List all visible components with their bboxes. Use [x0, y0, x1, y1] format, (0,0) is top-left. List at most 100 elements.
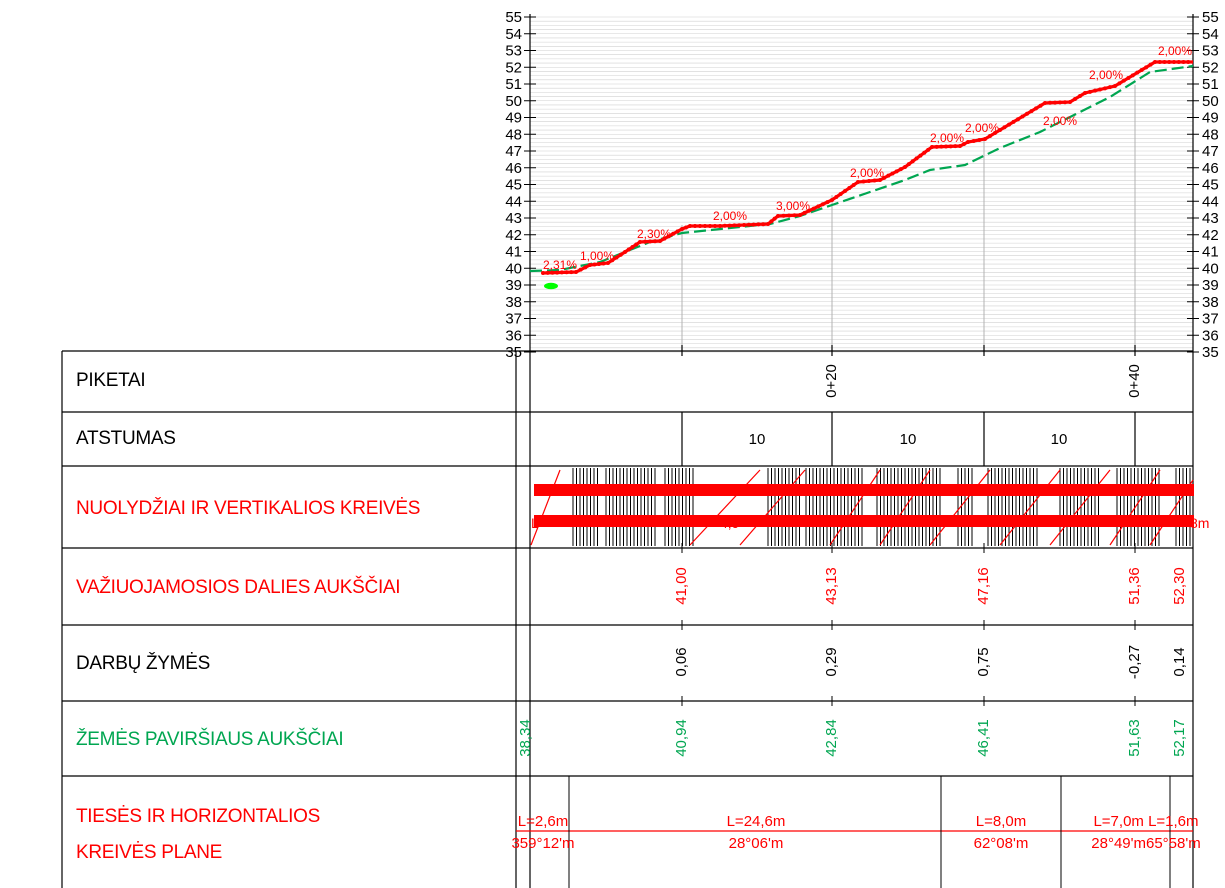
plan-angle-2: 28°06'm	[729, 835, 784, 852]
grade-curve-line	[879, 469, 931, 546]
design-point	[998, 128, 1002, 132]
design-point	[944, 144, 948, 149]
ground-elev-5: 51,63	[1126, 719, 1143, 757]
design-point	[856, 180, 860, 184]
grade-curve-line	[739, 469, 806, 546]
design-point	[1025, 111, 1029, 116]
design-point	[703, 224, 707, 228]
design-point	[737, 223, 742, 228]
row-label-atstumas: ATSTUMAS	[76, 428, 176, 449]
design-point	[732, 223, 737, 228]
design-point	[1038, 103, 1043, 108]
design-point	[610, 258, 615, 263]
left-tick-label: 41	[505, 244, 522, 261]
slope-label: 2,30%	[637, 227, 671, 241]
row-label-nuolydziai: NUOLYDŽIAI IR VERTIKALIOS KREIVĖS	[76, 498, 421, 519]
distance-dividers	[681, 412, 1136, 466]
design-point	[930, 145, 934, 149]
work-mark-2: 0,29	[823, 647, 840, 676]
slope-label: 2,00%	[965, 121, 999, 135]
design-point	[886, 173, 891, 178]
design-point	[1126, 76, 1131, 80]
right-tick-label: 39	[1202, 277, 1219, 294]
design-point	[1148, 62, 1153, 67]
left-tick-label: 36	[505, 327, 522, 344]
design-point	[922, 150, 927, 155]
work-mark-5: 0,14	[1171, 647, 1188, 676]
design-point	[834, 195, 839, 199]
design-elev-2: 43,13	[823, 567, 840, 605]
design-point	[867, 179, 871, 183]
design-elev-5: 52,30	[1171, 567, 1188, 605]
design-point	[988, 134, 992, 138]
design-point	[1002, 125, 1007, 130]
plan-angle-1: 359°12'm	[511, 835, 574, 852]
design-point	[1068, 100, 1072, 104]
slope-label: 2,00%	[930, 131, 964, 145]
right-tick-label: 48	[1202, 126, 1219, 143]
design-point	[914, 156, 919, 161]
ground-elev-2: 40,94	[673, 719, 690, 757]
design-point	[756, 222, 761, 227]
design-point	[918, 153, 923, 158]
work-mark-1: 0,06	[673, 647, 690, 676]
design-point	[1098, 87, 1102, 92]
station-ticks	[681, 345, 1136, 356]
design-point	[722, 223, 727, 228]
design-point	[727, 223, 732, 228]
design-point	[592, 262, 597, 267]
slope-label: 2,00%	[850, 166, 884, 180]
left-tick-label: 51	[505, 76, 522, 93]
slope-label: 2,00%	[1043, 114, 1077, 128]
grade-band	[534, 515, 1194, 527]
design-point	[1162, 60, 1167, 64]
design-point	[1034, 106, 1038, 111]
slope-label: 2,00%	[1158, 44, 1192, 58]
grade-curve-line	[829, 469, 881, 546]
work-mark-3: 0,75	[975, 647, 992, 676]
left-axis-ticks: 3536373839404142434445464748495051525354…	[505, 9, 536, 361]
design-point	[1186, 60, 1191, 64]
design-point	[1088, 89, 1092, 94]
design-point	[545, 270, 550, 275]
design-point	[1167, 60, 1172, 64]
design-point	[1108, 85, 1112, 90]
design-point	[811, 206, 816, 211]
design-point	[643, 239, 647, 244]
design-point	[1113, 84, 1117, 88]
station-label-0+40: 0+40	[1126, 364, 1143, 398]
design-point	[807, 208, 812, 213]
right-tick-label: 35	[1202, 344, 1219, 361]
design-elev-1: 41,00	[673, 567, 690, 605]
design-point	[843, 189, 847, 193]
design-point	[1011, 119, 1016, 124]
plan-segment-lines	[516, 776, 1193, 888]
design-point	[898, 167, 903, 172]
ground-elev-4: 46,41	[975, 719, 992, 757]
right-tick-label: 46	[1202, 160, 1219, 177]
left-tick-label: 40	[505, 260, 522, 277]
design-point	[671, 231, 676, 236]
design-point	[1043, 101, 1047, 105]
left-tick-label: 48	[505, 126, 522, 143]
design-point	[1103, 86, 1107, 91]
grade-fragment-l: L=	[531, 515, 547, 531]
design-point	[583, 265, 588, 270]
data-table-frame	[61, 350, 1193, 888]
design-point	[878, 178, 882, 182]
grade-curve-line	[1109, 469, 1161, 546]
design-point	[934, 144, 939, 149]
design-point	[787, 213, 791, 218]
design-point	[693, 224, 697, 228]
work-mark-4: -0,27	[1126, 645, 1143, 679]
design-point	[1117, 81, 1122, 86]
design-point	[958, 144, 962, 148]
design-point	[1121, 78, 1126, 83]
plan-length-1: L=2,6m	[518, 813, 568, 830]
design-point	[555, 270, 560, 275]
design-point	[890, 171, 895, 176]
design-point	[926, 147, 931, 152]
design-point	[614, 255, 619, 260]
row-label-zemes: ŽEMĖS PAVIRŠIAUS AUKŠČIAI	[76, 729, 344, 750]
design-point	[820, 202, 825, 207]
